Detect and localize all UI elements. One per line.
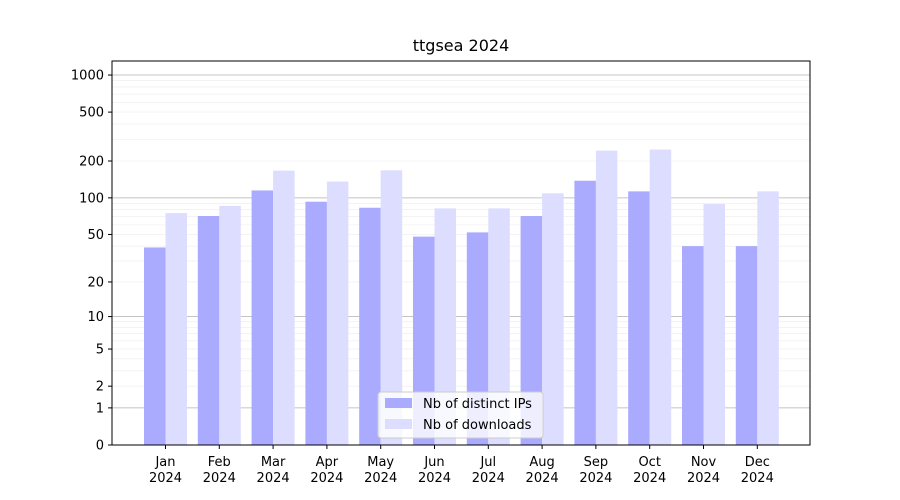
chart-title: ttgsea 2024 <box>413 36 510 55</box>
bar-distinct-ips <box>251 190 274 445</box>
legend-label: Nb of downloads <box>423 418 532 433</box>
x-tick-label: Aug 2024 <box>526 455 559 486</box>
y-tick-label: 2 <box>96 380 104 395</box>
bar-distinct-ips <box>144 247 166 445</box>
x-tick-label: Feb 2024 <box>203 455 236 486</box>
bar-downloads <box>595 150 618 445</box>
bar-downloads <box>273 170 295 446</box>
bar-downloads <box>380 170 403 446</box>
y-tick-label: 50 <box>87 228 104 243</box>
y-axis: 0 1 2 5 10 20 50 100 200 500 1000 <box>71 69 112 454</box>
bar-downloads <box>757 191 779 445</box>
y-tick-label: 1000 <box>71 69 104 84</box>
x-tick-label: Nov 2024 <box>687 455 720 486</box>
x-tick-label: Sep 2024 <box>579 455 612 486</box>
y-tick-label: 5 <box>96 343 104 358</box>
bar-distinct-ips <box>520 215 543 445</box>
y-tick-label: 0 <box>96 439 104 454</box>
bar-downloads <box>649 149 672 445</box>
legend-swatch <box>385 419 412 429</box>
bar-distinct-ips <box>359 207 381 445</box>
x-tick-label: Jul 2024 <box>472 455 505 486</box>
bar-distinct-ips <box>197 215 220 445</box>
legend: Nb of distinct IPs Nb of downloads <box>377 391 544 439</box>
x-tick-label: Mar 2024 <box>257 455 290 486</box>
bar-distinct-ips <box>305 201 327 445</box>
legend-box <box>377 391 544 439</box>
bar-downloads <box>703 204 725 445</box>
bar-downloads <box>326 181 349 445</box>
bar-distinct-ips <box>628 191 650 445</box>
x-tick-label: Oct 2024 <box>633 455 666 486</box>
x-tick-label: May 2024 <box>364 455 397 486</box>
x-tick-label: Dec 2024 <box>741 455 774 486</box>
bar-distinct-ips <box>574 180 596 446</box>
x-tick-label: Jan 2024 <box>149 455 182 486</box>
y-tick-label: 10 <box>87 310 104 325</box>
bar-distinct-ips <box>682 246 704 445</box>
y-tick-label: 100 <box>79 191 104 206</box>
bar-downloads <box>488 208 510 445</box>
y-tick-label: 500 <box>79 106 104 121</box>
y-tick-label: 200 <box>79 155 104 170</box>
bar-downloads <box>219 205 241 445</box>
y-tick-label: 20 <box>87 275 104 290</box>
x-tick-label: Apr 2024 <box>310 455 343 486</box>
y-tick-label: 1 <box>96 401 104 416</box>
legend-label: Nb of distinct IPs <box>423 397 532 412</box>
bar-downloads <box>165 213 187 445</box>
x-tick-label: Jun 2024 <box>418 455 451 486</box>
x-axis: Jan 2024 Feb 2024 Mar 2024 Apr 2024 May 2024 Jun 20… <box>149 445 774 486</box>
plot-frame <box>111 60 811 446</box>
bar-downloads <box>542 193 564 445</box>
bar-downloads <box>434 208 456 445</box>
legend-swatch <box>385 398 412 408</box>
bars-layer <box>144 149 779 446</box>
bar-distinct-ips <box>735 246 758 445</box>
